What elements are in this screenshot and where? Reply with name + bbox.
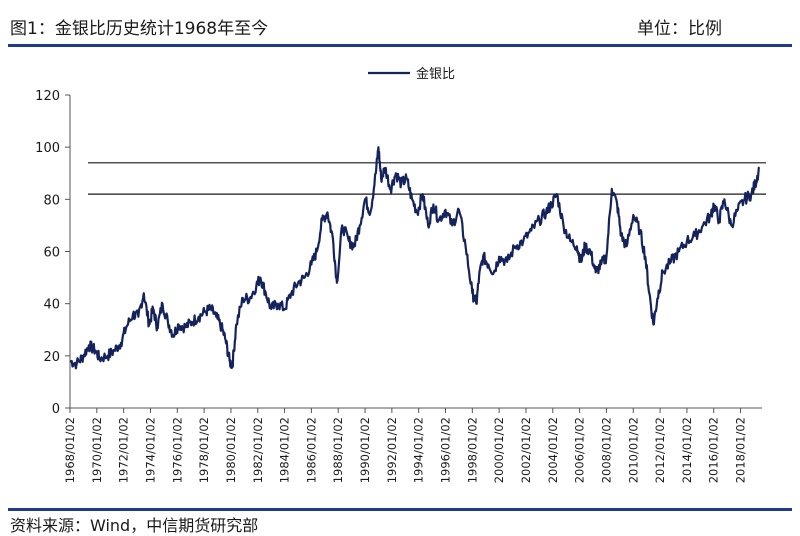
x-tick-label: 2004/01/02 (546, 417, 560, 483)
x-tick-label: 2018/01/02 (734, 417, 748, 483)
series-line-gold-silver-ratio (69, 146, 760, 370)
x-tick-label: 1998/01/02 (465, 417, 479, 483)
x-tick-label: 1984/01/02 (278, 417, 292, 483)
unit-label: 单位：比例 (637, 19, 722, 39)
chart-header: 图1：金银比历史统计1968年至今 单位：比例 (0, 0, 800, 44)
y-tick-label: 0 (52, 402, 60, 417)
x-tick-label: 2002/01/02 (519, 417, 533, 483)
x-tick-label: 2014/01/02 (680, 417, 694, 483)
x-tick-label: 1994/01/02 (412, 417, 426, 483)
top-divider (8, 44, 792, 47)
x-tick-label: 2010/01/02 (626, 417, 640, 483)
x-tick-label: 1992/01/02 (385, 417, 399, 483)
x-tick-label: 1982/01/02 (251, 417, 265, 483)
y-tick-label: 20 (43, 350, 60, 365)
y-tick-label: 120 (35, 89, 60, 104)
x-tick-label: 1976/01/02 (170, 417, 184, 483)
x-tick-label: 1974/01/02 (143, 417, 157, 483)
source-note: 资料来源：Wind，中信期货研究部 (10, 516, 259, 535)
y-tick-label: 60 (43, 246, 60, 261)
x-tick-label: 1988/01/02 (331, 417, 345, 483)
legend-label: 金银比 (416, 66, 455, 82)
y-tick-label: 100 (35, 141, 60, 156)
x-tick-label: 1986/01/02 (304, 417, 318, 483)
x-tick-label: 1978/01/02 (197, 417, 211, 483)
gold-silver-ratio-chart: 0 20 40 60 80 100 120 1968/01/02 1970/01/02 1972/… (35, 66, 766, 483)
x-tick-label: 1996/01/02 (439, 417, 453, 483)
x-tick-label: 1980/01/02 (224, 417, 238, 483)
y-tick-label: 80 (43, 193, 60, 208)
x-tick-label: 1968/01/02 (63, 417, 77, 483)
x-tick-label: 2016/01/02 (707, 417, 721, 483)
bottom-divider (8, 508, 792, 511)
x-tick-label: 1970/01/02 (90, 417, 104, 483)
x-tick-label: 2008/01/02 (599, 417, 613, 483)
chart-title: 图1：金银比历史统计1968年至今 (10, 19, 269, 39)
x-tick-label: 2006/01/02 (573, 417, 587, 483)
x-tick-label: 1972/01/02 (117, 417, 131, 483)
y-tick-label: 40 (43, 298, 60, 313)
x-tick-label: 2000/01/02 (492, 417, 506, 483)
x-tick-label: 1990/01/02 (358, 417, 372, 483)
x-tick-label: 2012/01/02 (653, 417, 667, 483)
